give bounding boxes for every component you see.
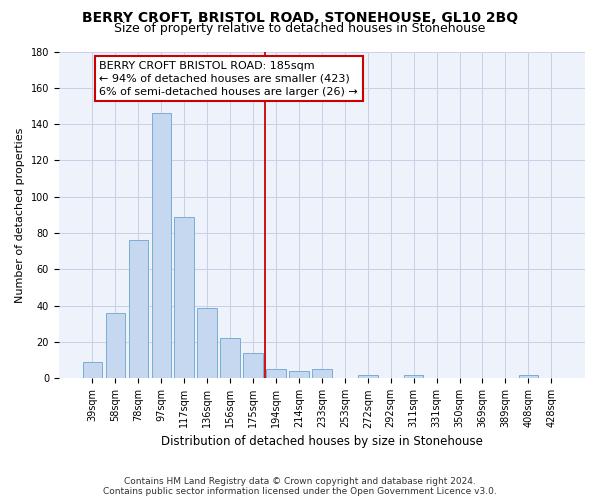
Bar: [152, 113, 171, 378]
Y-axis label: Number of detached properties: Number of detached properties: [15, 127, 25, 302]
Bar: [312, 370, 332, 378]
Bar: [518, 374, 538, 378]
Bar: [106, 313, 125, 378]
X-axis label: Distribution of detached houses by size in Stonehouse: Distribution of detached houses by size …: [161, 434, 483, 448]
Bar: [358, 374, 377, 378]
Bar: [404, 374, 424, 378]
Bar: [244, 353, 263, 378]
Bar: [128, 240, 148, 378]
Bar: [289, 371, 308, 378]
Text: BERRY CROFT, BRISTOL ROAD, STONEHOUSE, GL10 2BQ: BERRY CROFT, BRISTOL ROAD, STONEHOUSE, G…: [82, 11, 518, 25]
Text: BERRY CROFT BRISTOL ROAD: 185sqm
← 94% of detached houses are smaller (423)
6% o: BERRY CROFT BRISTOL ROAD: 185sqm ← 94% o…: [100, 60, 358, 97]
Text: Size of property relative to detached houses in Stonehouse: Size of property relative to detached ho…: [115, 22, 485, 35]
Bar: [220, 338, 240, 378]
Bar: [175, 216, 194, 378]
Bar: [83, 362, 102, 378]
Bar: [266, 370, 286, 378]
Text: Contains HM Land Registry data © Crown copyright and database right 2024.
Contai: Contains HM Land Registry data © Crown c…: [103, 476, 497, 496]
Bar: [197, 308, 217, 378]
